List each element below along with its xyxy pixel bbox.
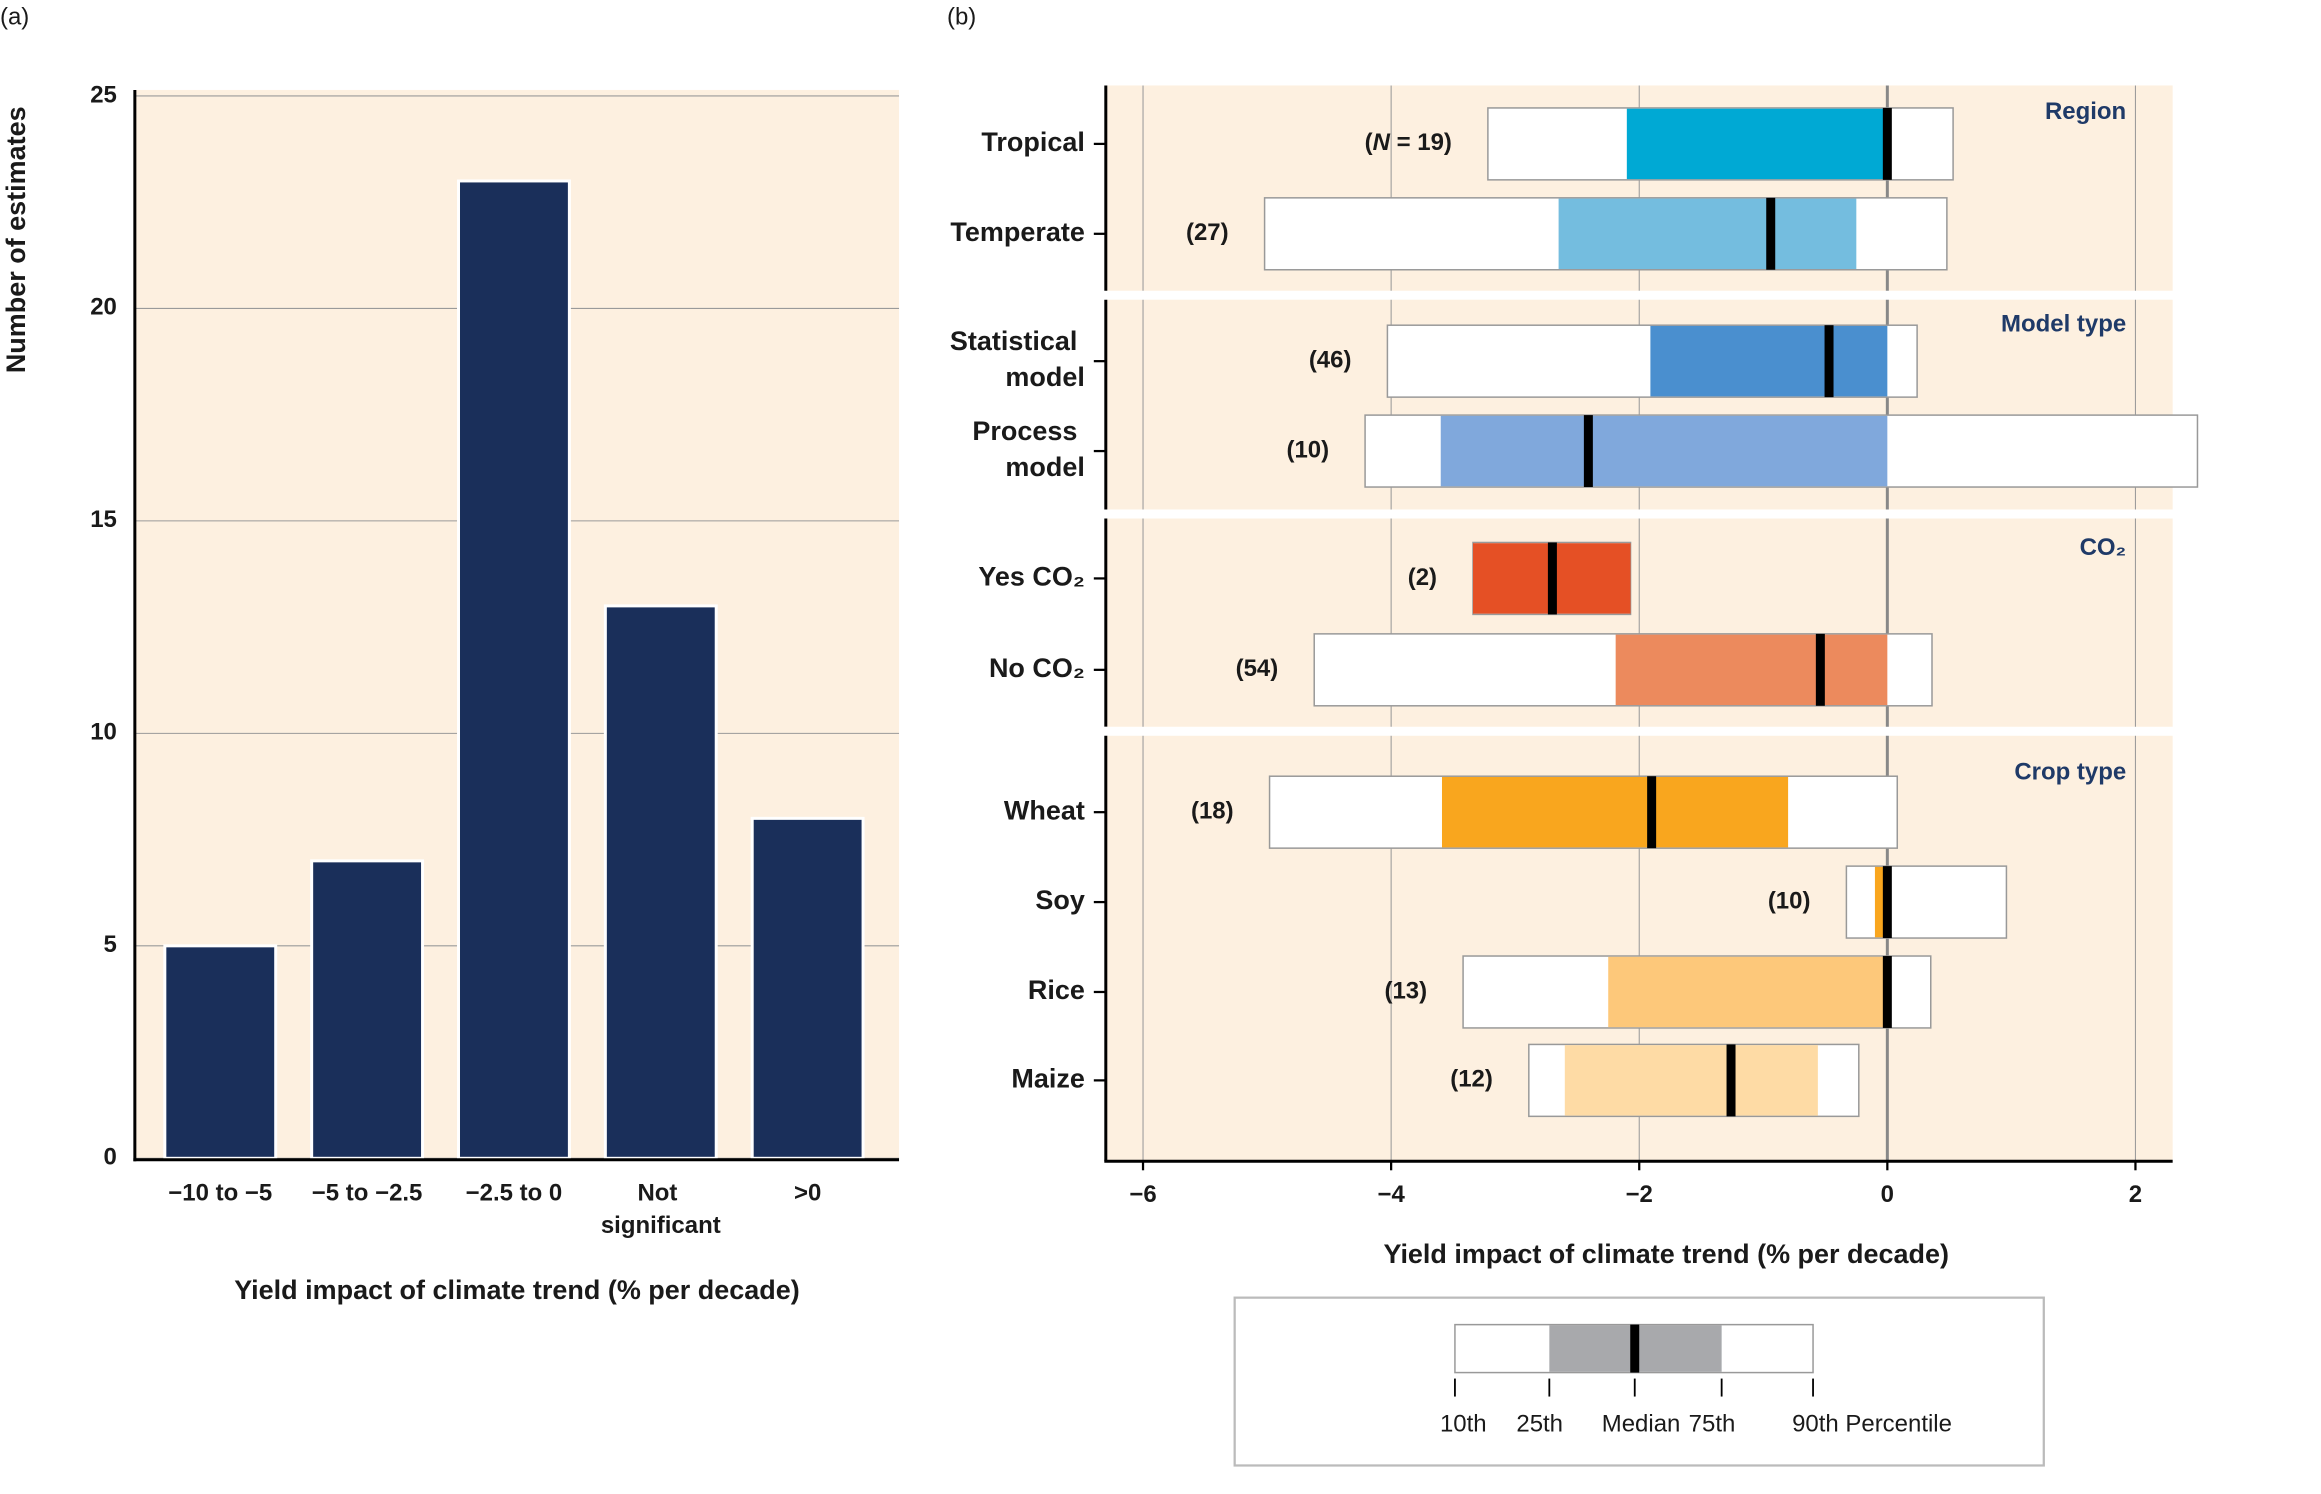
row-label: Process model <box>972 416 1084 482</box>
y-axis-label: Number of estimates <box>1 106 31 373</box>
row-label: No CO₂ <box>989 653 1085 683</box>
row-label: Tropical <box>981 127 1084 157</box>
panel-label: (b) <box>947 3 976 30</box>
bar <box>163 944 278 1160</box>
interquartile-box <box>1558 198 1857 270</box>
interquartile-box <box>1608 956 1888 1028</box>
x-tick-label: −10 to −5 <box>168 1180 272 1207</box>
median-line <box>1882 107 1892 180</box>
group-separator <box>1099 726 2197 736</box>
x-axis-label: Yield impact of climate trend (% per dec… <box>1383 1239 1949 1269</box>
legend-label: 75th <box>1689 1410 1736 1437</box>
row-label: Wheat <box>1004 795 1085 825</box>
row-label: Rice <box>1028 975 1085 1005</box>
x-tick-label: 2 <box>2129 1181 2142 1208</box>
legend-box <box>1233 1296 2045 1467</box>
panel-b: −6 −4 −2 0 2 Region Tropical (N = 19) Temperate (… <box>950 85 2199 1437</box>
y-tick-label: 0 <box>104 1144 117 1171</box>
bar <box>457 179 571 1160</box>
median-line <box>1547 542 1557 615</box>
n-label: (27) <box>1186 219 1229 246</box>
group-separator <box>1099 509 2197 519</box>
x-tick-label: −4 <box>1377 1181 1405 1208</box>
group-separator <box>1099 290 2197 300</box>
group-label: CO₂ <box>2080 534 2127 561</box>
interquartile-box <box>1650 325 1888 397</box>
interquartile-box <box>1615 634 1888 706</box>
median-line <box>1882 956 1892 1028</box>
median-line <box>1824 325 1834 398</box>
n-label: (10) <box>1286 436 1329 463</box>
x-tick-label: −2 <box>1626 1181 1653 1208</box>
legend-label: 10th <box>1440 1410 1487 1437</box>
x-tick-label: 0 <box>1881 1181 1894 1208</box>
bar <box>750 816 865 1160</box>
group-label: Model type <box>2001 311 2126 338</box>
n-label: (12) <box>1450 1066 1493 1093</box>
row-label: Yes CO₂ <box>978 562 1084 592</box>
x-tick-label: >0 <box>794 1180 821 1207</box>
interquartile-box <box>1564 1045 1818 1116</box>
n-label: (54) <box>1236 655 1279 682</box>
x-axis-label: Yield impact of climate trend (% per dec… <box>234 1275 800 1305</box>
row-label: Temperate <box>950 217 1084 247</box>
x-tick-label: −2.5 to 0 <box>466 1180 563 1207</box>
row-label: Statistical model <box>950 326 1085 392</box>
n-label: (18) <box>1191 798 1234 825</box>
panel-label: (a) <box>0 3 29 30</box>
x-tick-label: −6 <box>1129 1181 1156 1208</box>
bar <box>603 604 718 1160</box>
y-tick-label: 20 <box>90 294 117 321</box>
interquartile-box <box>1626 108 1888 180</box>
median-line <box>1815 633 1825 706</box>
interquartile-box <box>1441 776 1789 848</box>
n-label: (2) <box>1408 564 1437 591</box>
median-line <box>1726 1044 1736 1117</box>
legend-median <box>1630 1324 1640 1373</box>
row-label: Maize <box>1011 1064 1084 1094</box>
x-tick-label: −5 to −2.5 <box>312 1180 423 1207</box>
y-tick-label: 10 <box>90 719 117 746</box>
group-label: Crop type <box>2014 759 2126 786</box>
n-label: (46) <box>1309 346 1352 373</box>
n-label: (N = 19) <box>1365 129 1452 156</box>
panel-a: 0 5 10 15 20 25 −10 to −5 −5 to −2.5 −2.5 to 0 No… <box>90 81 900 1240</box>
median-line <box>1766 197 1776 270</box>
bar <box>310 859 425 1160</box>
n-label: (13) <box>1384 977 1427 1004</box>
y-tick-label: 25 <box>90 81 117 108</box>
row-label: Soy <box>1035 885 1084 915</box>
median-line <box>1583 415 1593 488</box>
legend-label: Median <box>1602 1410 1681 1437</box>
median-line <box>1647 776 1657 849</box>
y-tick-label: 15 <box>90 506 117 533</box>
n-label: (10) <box>1768 887 1811 914</box>
median-line <box>1882 866 1892 939</box>
whisker-range <box>1845 865 2008 939</box>
interquartile-box <box>1440 415 1888 487</box>
x-tick-label: Not significant <box>601 1180 721 1240</box>
legend-label: 25th <box>1516 1410 1563 1437</box>
legend-label: 90th Percentile <box>1792 1410 1952 1437</box>
y-tick-label: 5 <box>104 931 117 958</box>
group-label: Region <box>2045 98 2126 125</box>
